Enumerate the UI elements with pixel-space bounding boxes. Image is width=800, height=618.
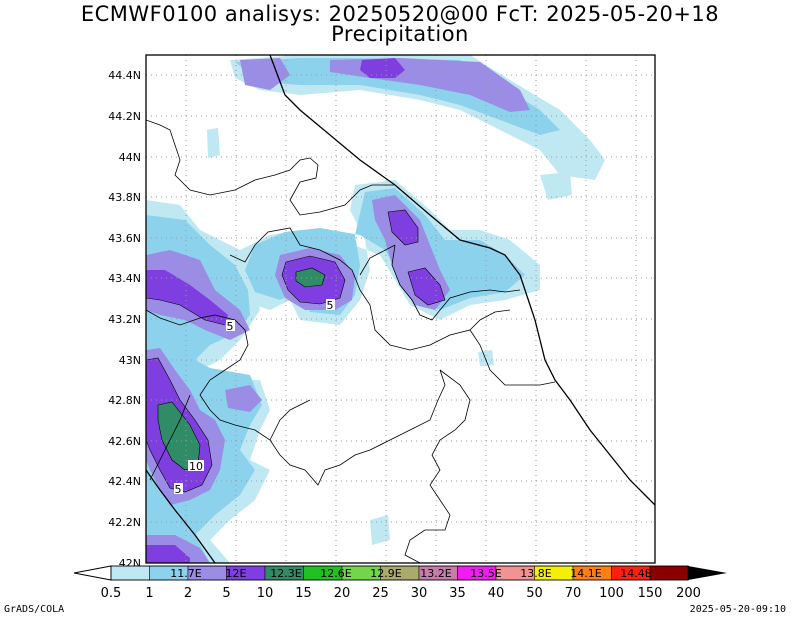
colorbar-tick-label: 40 [488,586,505,601]
lon-tick-label: 12.9E [370,567,401,580]
colorbar-tick-label: 35 [449,586,466,601]
contour-label: 5 [327,299,334,312]
lon-tick-label: 11.7E [170,567,201,580]
colorbar-tick-label: 200 [676,586,701,601]
footer-credit: GrADS/COLA [4,604,65,615]
lon-tick-label: 13.5E [470,567,501,580]
contour-label: 5 [227,320,234,333]
lat-tick-label: 44.4N [108,69,141,82]
lat-tick-label: 43.6N [108,232,141,245]
lat-tick-label: 42.6N [108,435,141,448]
lon-tick-label: 13.8E [520,567,551,580]
colorbar-tick-label: 1 [145,586,153,601]
colorbar-tick-label: 50 [526,586,543,601]
colorbar-tick-label: 10 [257,586,274,601]
colorbar-tick-labels: 0.5 1 2 5 10 15 20 25 30 35 40 50 70 100 150 200 [101,586,701,601]
contour-label: 5 [175,483,182,496]
colorbar-tick-label: 100 [599,586,624,601]
colorbar-tick-label: 30 [411,586,428,601]
lat-tick-label: 42.8N [108,394,141,407]
lon-tick-label: 12.3E [270,567,301,580]
lat-tick-label: 43.4N [108,272,141,285]
map-title: ECMWF0100 analisys: 20250520@00 FcT: 202… [80,2,720,26]
coastline-and-borders [146,55,655,563]
lat-tick-label: 43N [119,354,141,367]
plot-frame [145,54,656,564]
lon-tick-label: 13.2E [420,567,451,580]
contour-value-labels: 5 5 10 5 [174,299,335,496]
longitude-axis: 11.7E 12E 12.3E 12.6E 12.9E 13.2E 13.5E … [170,567,651,580]
colorbar-tick-label: 0.5 [101,586,122,601]
colorbar-tick-label: 70 [565,586,582,601]
lon-tick-label: 12E [226,567,247,580]
contour-label: 10 [189,460,203,473]
lat-tick-label: 42.4N [108,475,141,488]
lat-tick-label: 42.2N [108,516,141,529]
colorbar-left-arrow [73,565,112,581]
map-subtitle: Precipitation [331,22,469,46]
colorbar-tick-label: 15 [295,586,312,601]
lon-tick-label: 12.6E [320,567,351,580]
colorbar-tick-label: 150 [638,586,663,601]
lat-tick-label: 43.8N [108,191,141,204]
colorbar-cell [649,565,689,581]
colorbar-tick-label: 25 [372,586,389,601]
lat-tick-label: 44N [119,151,141,164]
colorbar-cell [110,565,150,581]
footer-timestamp: 2025-05-20-09:10 [689,604,786,615]
colorbar-tick-label: 20 [334,586,351,601]
colorbar [73,565,727,581]
precipitation-fields [146,55,605,563]
lon-tick-label: 14.4E [620,567,651,580]
lat-tick-label: 44.2N [108,110,141,123]
latitude-axis: 44.4N 44.2N 44N 43.8N 43.6N 43.4N 43.2N … [108,69,141,570]
colorbar-tick-label: 5 [222,586,230,601]
colorbar-tick-label: 2 [184,586,192,601]
lat-tick-label: 43.2N [108,313,141,326]
lon-tick-label: 14.1E [570,567,601,580]
colorbar-right-arrow [688,566,727,580]
